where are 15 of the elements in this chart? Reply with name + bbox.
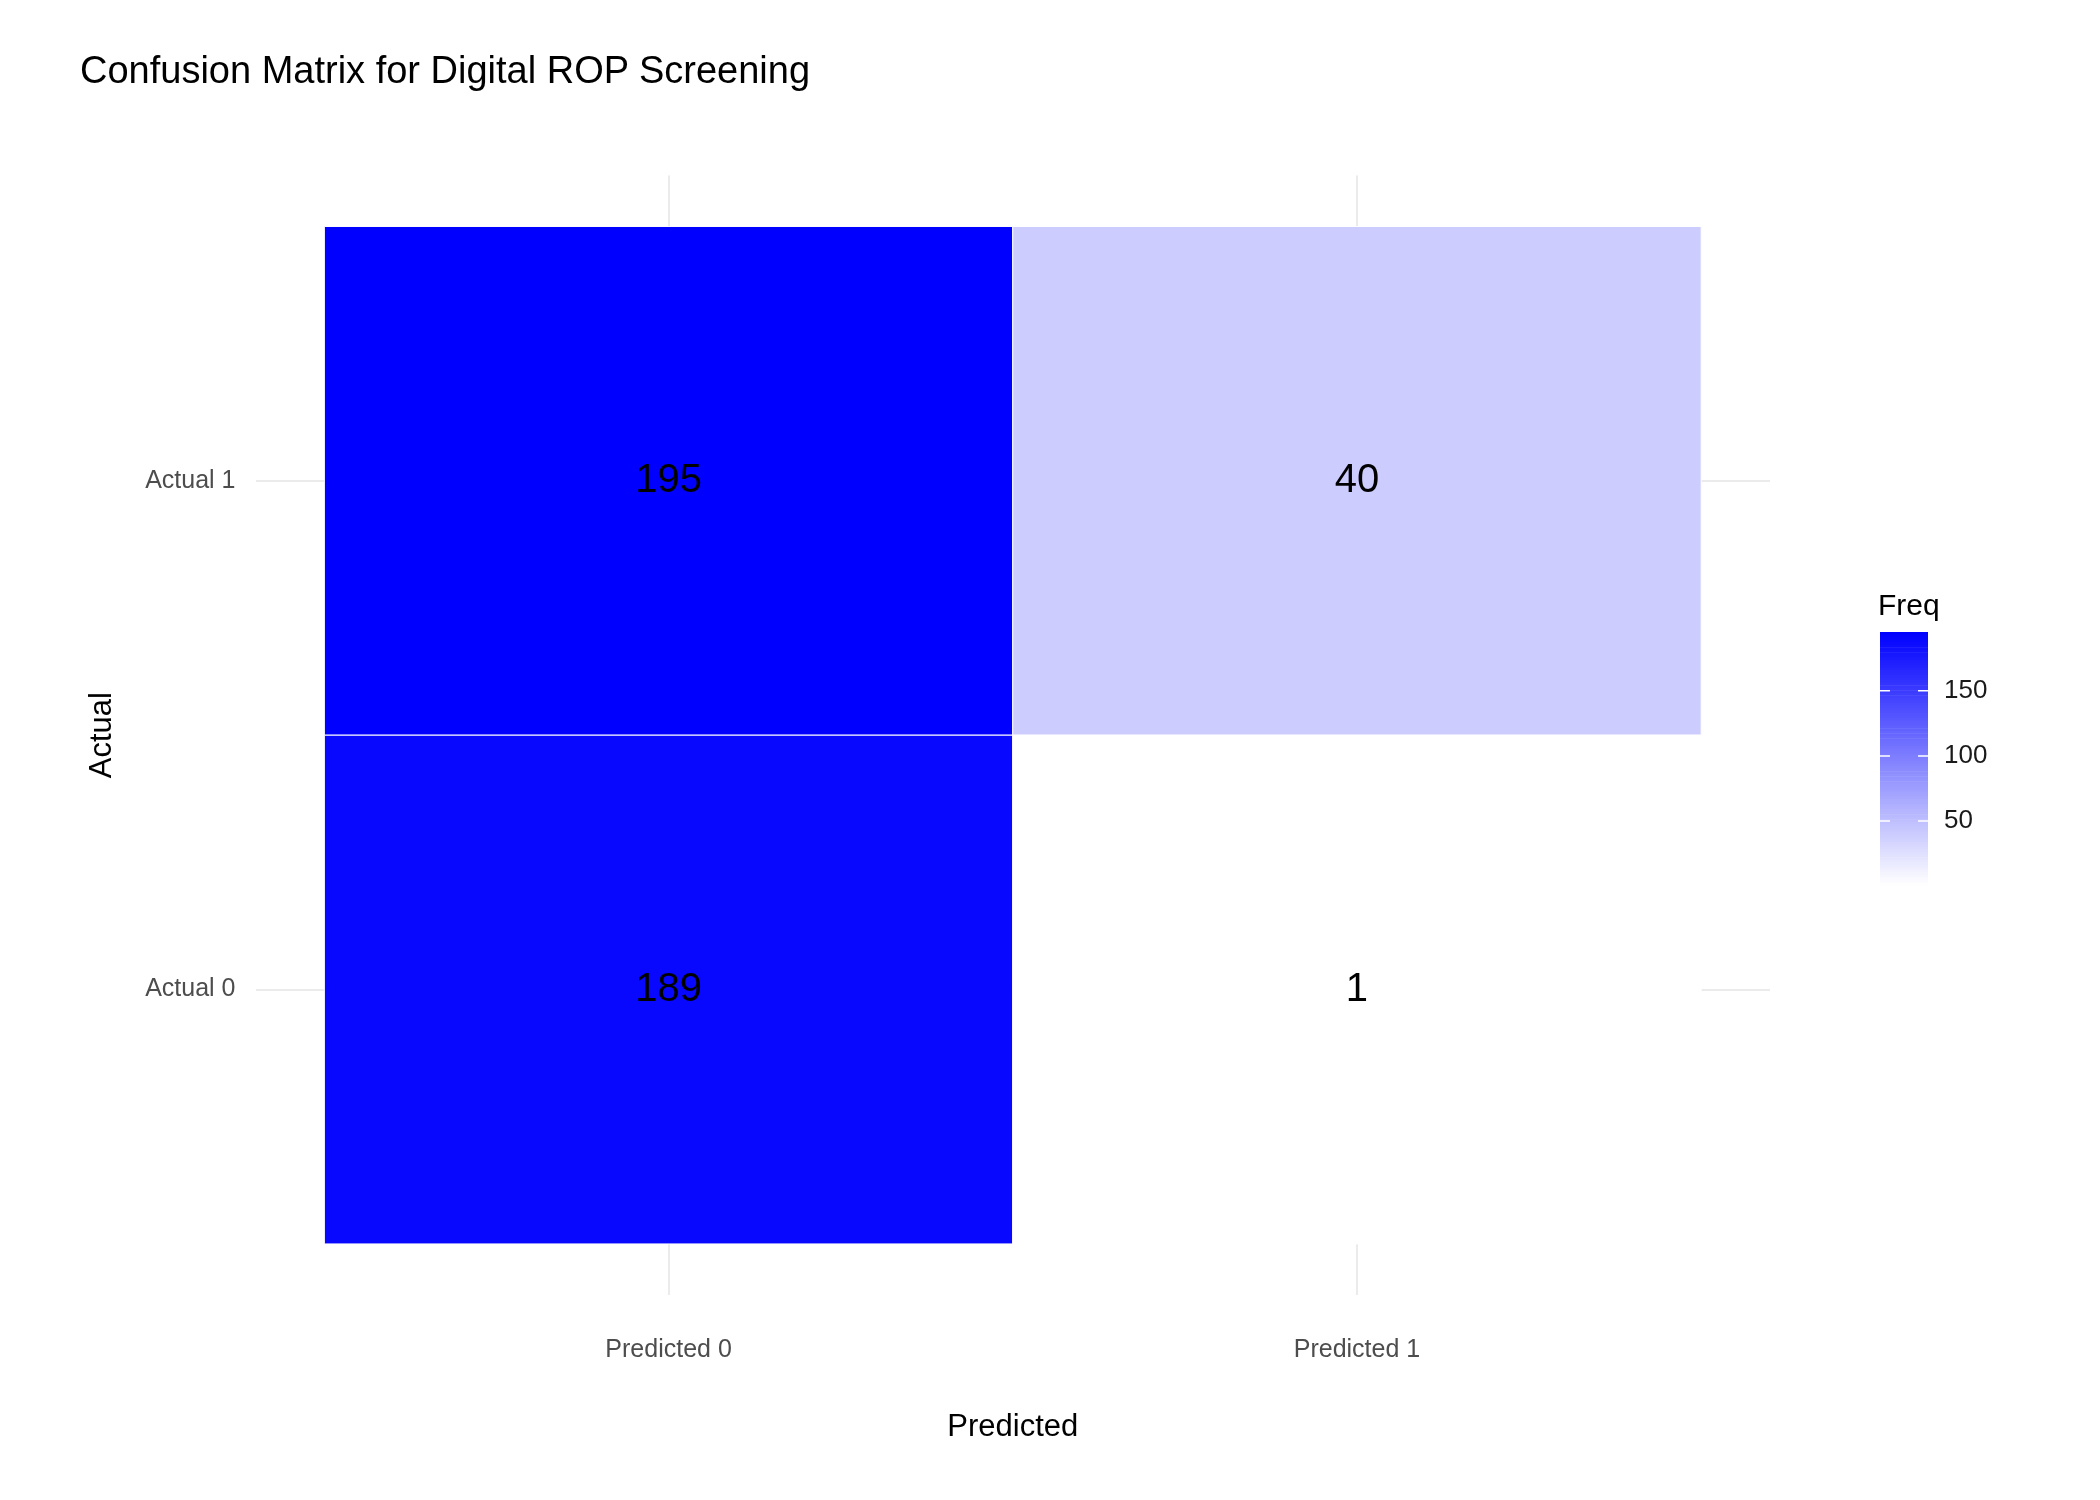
color-bar-label: 50: [1944, 804, 1973, 835]
color-bar-title: Freq: [1878, 588, 1940, 621]
data-label: 189: [635, 964, 702, 1009]
data-label: 195: [635, 455, 702, 500]
color-bar-label: 150: [1944, 673, 1988, 704]
y-tick-label: Actual 0: [145, 973, 236, 1002]
chart-title: Confusion Matrix for Digital ROP Screening: [80, 49, 811, 92]
color-bar-label: 100: [1944, 739, 1988, 770]
data-label: 40: [1334, 455, 1380, 500]
x-tick-label: Predicted 1: [1293, 1333, 1421, 1362]
data-label: 1: [1345, 964, 1369, 1009]
x-tick-label: Predicted 0: [605, 1333, 732, 1362]
y-tick-label: Actual 1: [145, 464, 236, 493]
x-axis-title: Predicted: [947, 1407, 1079, 1443]
y-axis-title: Actual: [83, 692, 119, 779]
